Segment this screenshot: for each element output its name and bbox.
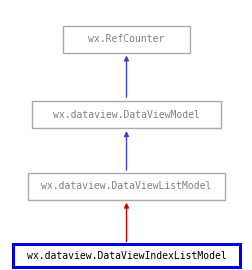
- Text: wx.dataview.DataViewIndexListModel: wx.dataview.DataViewIndexListModel: [26, 251, 226, 261]
- FancyBboxPatch shape: [13, 245, 239, 267]
- FancyBboxPatch shape: [28, 173, 224, 200]
- FancyBboxPatch shape: [32, 101, 220, 128]
- FancyBboxPatch shape: [63, 26, 189, 53]
- Text: wx.dataview.DataViewListModel: wx.dataview.DataViewListModel: [41, 181, 211, 191]
- Text: wx.RefCounter: wx.RefCounter: [88, 34, 164, 44]
- Text: wx.dataview.DataViewModel: wx.dataview.DataViewModel: [53, 110, 199, 120]
